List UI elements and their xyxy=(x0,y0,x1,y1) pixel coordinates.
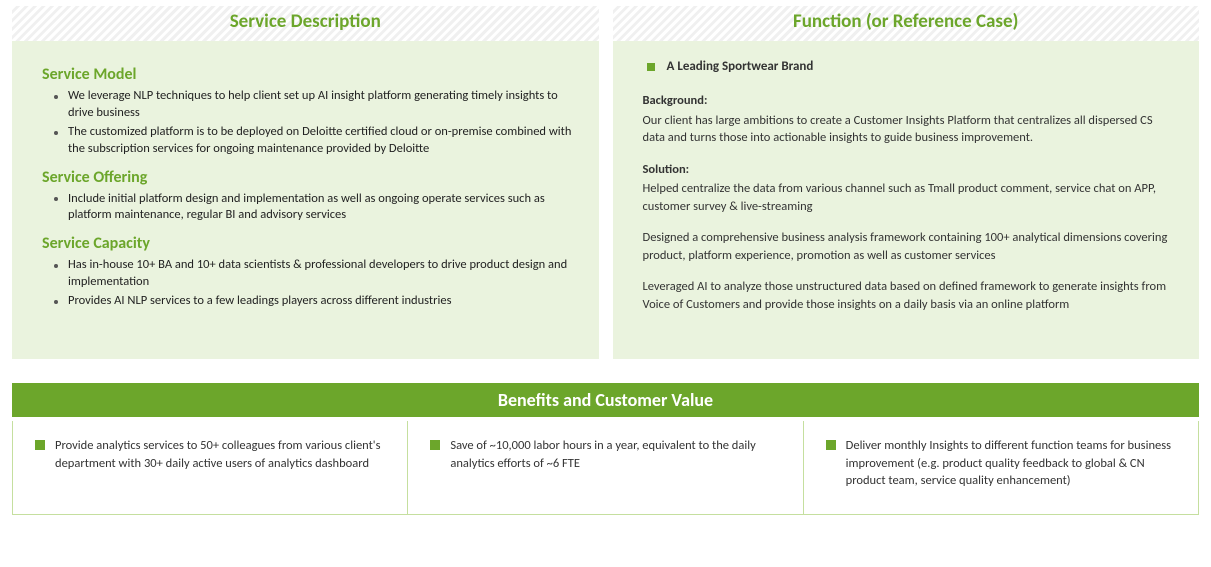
benefit-cell-1: Provide analytics services to 50+ collea… xyxy=(13,421,408,515)
benefit-cell-3: Deliver monthly Insights to different fu… xyxy=(804,421,1199,515)
function-header: Function (or Reference Case) xyxy=(613,6,1200,41)
case-background-label: Background: xyxy=(643,92,1170,110)
case-solution-para-2: Designed a comprehensive business analys… xyxy=(643,229,1170,264)
benefit-item-3: Deliver monthly Insights to different fu… xyxy=(826,437,1176,490)
case-solution: Solution: Helped centralize the data fro… xyxy=(643,161,1170,216)
list-item: Provides AI NLP services to a few leadin… xyxy=(50,293,575,310)
service-description-header: Service Description xyxy=(12,6,599,41)
case-background: Background: Our client has large ambitio… xyxy=(643,92,1170,147)
service-description-column: Service Description Service Model We lev… xyxy=(12,6,599,359)
service-offering-bullets: Include initial platform design and impl… xyxy=(50,191,575,225)
service-model-bullets: We leverage NLP techniques to help clien… xyxy=(50,88,575,158)
service-offering-heading: Service Offering xyxy=(42,168,575,187)
list-item: Has in-house 10+ BA and 10+ data scienti… xyxy=(50,257,575,291)
top-two-columns: Service Description Service Model We lev… xyxy=(12,6,1199,359)
benefit-item-1: Provide analytics services to 50+ collea… xyxy=(35,437,385,472)
case-solution-text-3: Leveraged AI to analyze those unstructur… xyxy=(643,279,1167,312)
service-description-body: Service Model We leverage NLP techniques… xyxy=(12,41,599,359)
slide-root: Service Description Service Model We lev… xyxy=(0,0,1211,515)
benefit-cell-2: Save of ~10,000 labor hours in a year, e… xyxy=(408,421,803,515)
case-solution-label: Solution: xyxy=(643,161,1170,179)
benefits-title-bar: Benefits and Customer Value xyxy=(12,383,1199,417)
service-capacity-heading: Service Capacity xyxy=(42,234,575,253)
case-solution-para-3: Leveraged AI to analyze those unstructur… xyxy=(643,278,1170,313)
case-lead-title: A Leading Sportwear Brand xyxy=(643,59,1176,74)
service-capacity-bullets: Has in-house 10+ BA and 10+ data scienti… xyxy=(50,257,575,310)
case-solution-text-2: Designed a comprehensive business analys… xyxy=(643,230,1168,263)
list-item: The customized platform is to be deploye… xyxy=(50,124,575,158)
benefits-row: Provide analytics services to 50+ collea… xyxy=(12,421,1199,515)
case-background-text: Our client has large ambitions to create… xyxy=(643,113,1153,146)
service-model-heading: Service Model xyxy=(42,65,575,84)
list-item: We leverage NLP techniques to help clien… xyxy=(50,88,575,122)
list-item: Include initial platform design and impl… xyxy=(50,191,575,225)
function-column: Function (or Reference Case) A Leading S… xyxy=(613,6,1200,359)
function-body: A Leading Sportwear Brand Background: Ou… xyxy=(613,41,1200,359)
benefit-item-2: Save of ~10,000 labor hours in a year, e… xyxy=(430,437,780,472)
case-solution-text-1: Helped centralize the data from various … xyxy=(643,181,1156,214)
